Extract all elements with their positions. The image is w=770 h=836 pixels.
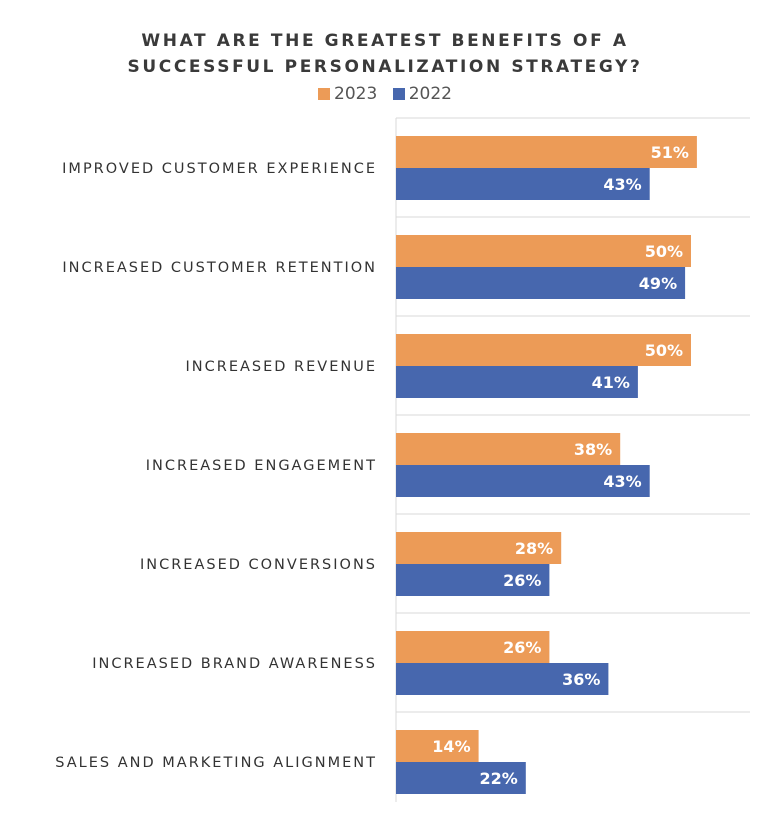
legend-item-2023: 2023 xyxy=(318,84,377,104)
bar-2022 xyxy=(396,762,526,794)
legend-swatch xyxy=(318,88,331,100)
data-label: 41% xyxy=(592,373,630,392)
data-label: 22% xyxy=(480,769,518,788)
data-label: 51% xyxy=(651,143,689,162)
bar-2022 xyxy=(396,564,550,596)
bar-2023 xyxy=(396,532,562,564)
bar-2023 xyxy=(396,730,479,762)
data-label: 50% xyxy=(645,341,683,360)
category-label: INCREASED BRAND AWARENESS xyxy=(92,656,377,672)
bar-2023 xyxy=(396,433,621,465)
category-label: INCREASED REVENUE xyxy=(186,359,377,375)
legend-label: 2022 xyxy=(408,84,452,104)
bar-2022 xyxy=(396,267,686,299)
data-label: 49% xyxy=(639,274,677,293)
bar-2023 xyxy=(396,631,550,663)
category-label: INCREASED CONVERSIONS xyxy=(140,557,377,573)
category-label: INCREASED ENGAGEMENT xyxy=(146,458,377,474)
bar-2023 xyxy=(396,235,691,267)
data-label: 26% xyxy=(503,571,541,590)
category-label: INCREASED CUSTOMER RETENTION xyxy=(62,260,377,276)
data-label: 36% xyxy=(562,670,600,689)
legend-label: 2023 xyxy=(334,84,378,104)
title-line-2: SUCCESSFUL PERSONALIZATION STRATEGY? xyxy=(127,57,643,77)
bar-2023 xyxy=(396,334,691,366)
legend-item-2022: 2022 xyxy=(392,84,452,104)
bar-2022 xyxy=(396,663,609,695)
data-label: 26% xyxy=(503,638,541,657)
data-label: 28% xyxy=(515,539,553,558)
category-label: IMPROVED CUSTOMER EXPERIENCE xyxy=(62,161,377,177)
chart-title: WHAT ARE THE GREATEST BENEFITS OF A SUCC… xyxy=(0,28,770,80)
bar-2022 xyxy=(396,366,638,398)
data-label: 50% xyxy=(645,242,683,261)
legend: 2023 2022 xyxy=(0,84,770,104)
data-label: 14% xyxy=(432,737,470,756)
legend-swatch xyxy=(392,88,405,100)
bar-2023 xyxy=(396,136,697,168)
title-line-1: WHAT ARE THE GREATEST BENEFITS OF A xyxy=(141,31,629,51)
bar-2022 xyxy=(396,168,650,200)
bar-2022 xyxy=(396,465,650,497)
data-label: 43% xyxy=(603,175,641,194)
data-label: 38% xyxy=(574,440,612,459)
data-label: 43% xyxy=(603,472,641,491)
category-label: SALES AND MARKETING ALIGNMENT xyxy=(55,755,377,771)
